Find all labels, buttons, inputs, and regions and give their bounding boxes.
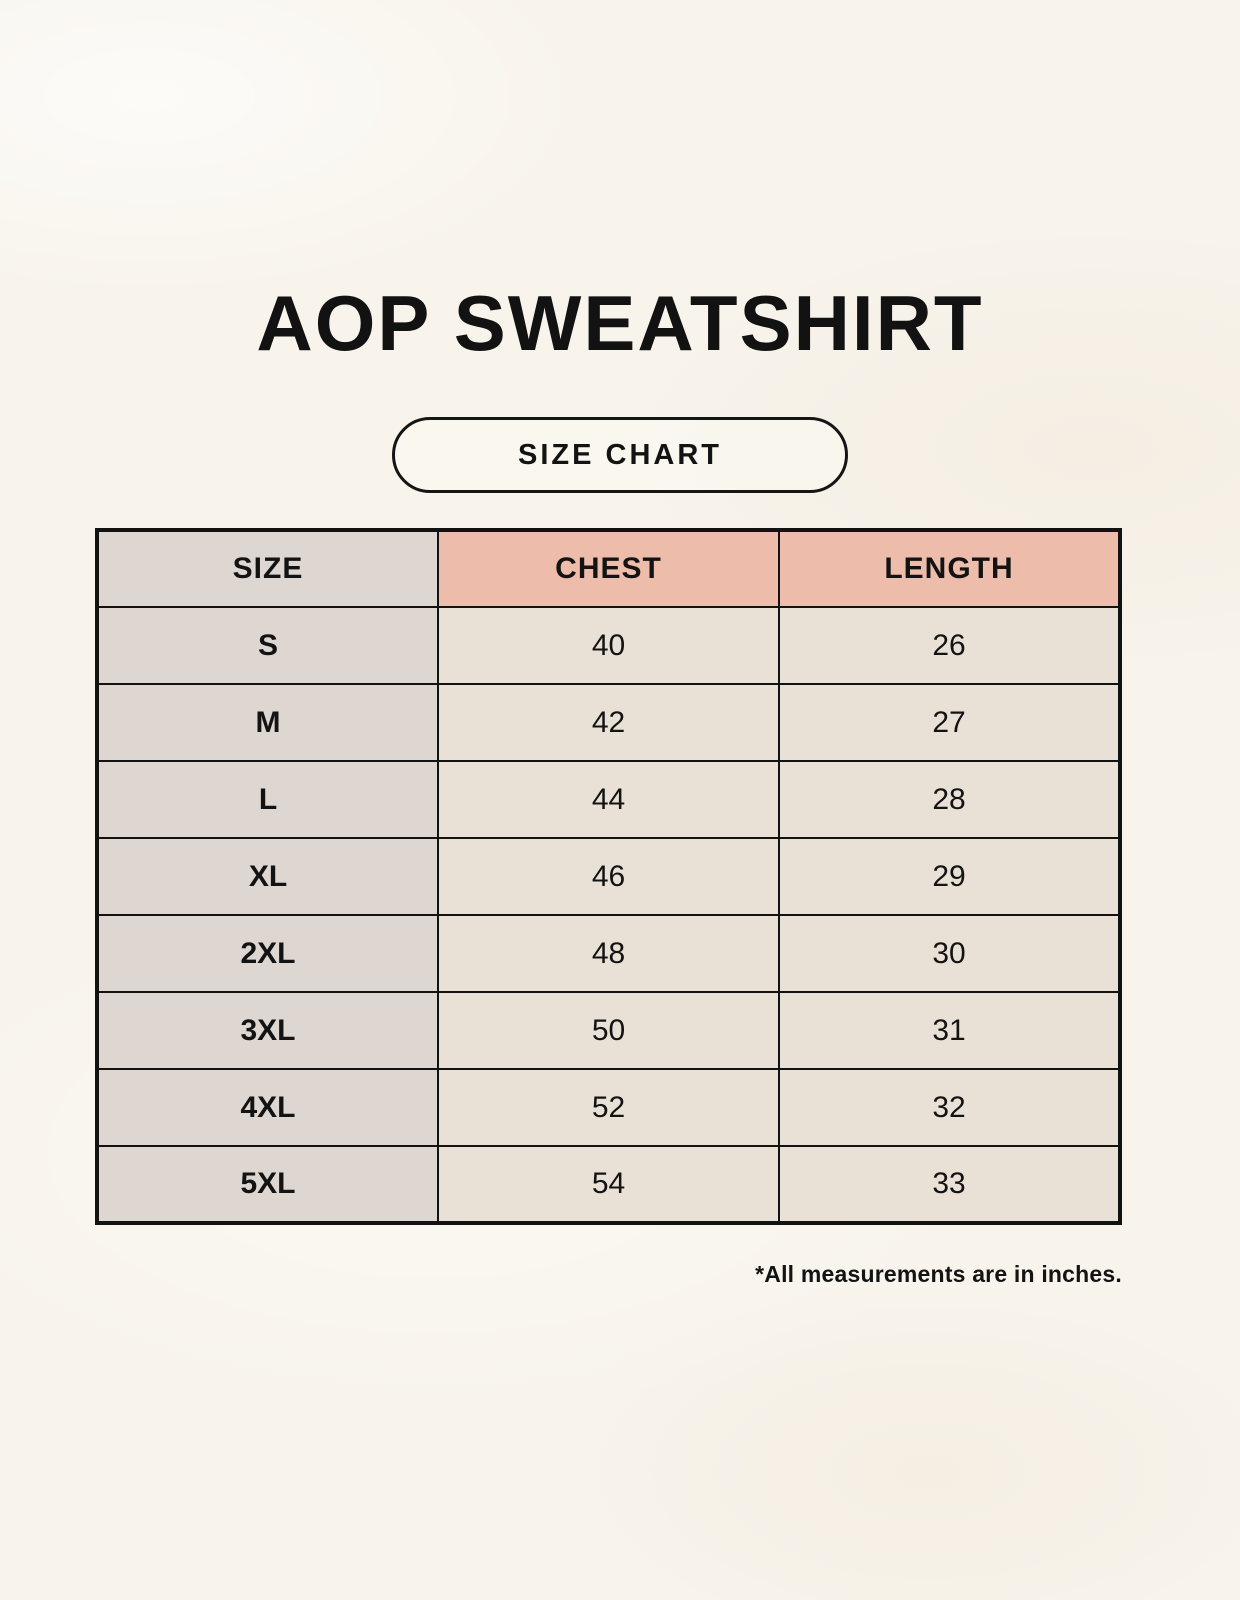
table-row: M 42 27 bbox=[96, 683, 1121, 762]
size-cell: 4XL bbox=[96, 1068, 439, 1147]
header-row: SIZE CHEST LENGTH bbox=[96, 529, 1121, 608]
size-cell: 3XL bbox=[96, 991, 439, 1070]
length-cell: 32 bbox=[778, 1068, 1121, 1147]
length-cell: 29 bbox=[778, 837, 1121, 916]
chest-cell: 46 bbox=[437, 837, 780, 916]
size-cell: M bbox=[96, 683, 439, 762]
size-chart-badge: SIZE CHART bbox=[392, 417, 848, 493]
chest-cell: 52 bbox=[437, 1068, 780, 1147]
chest-cell: 44 bbox=[437, 760, 780, 839]
size-cell: S bbox=[96, 606, 439, 685]
column-header-length: LENGTH bbox=[778, 529, 1121, 608]
size-chart-badge-label: SIZE CHART bbox=[518, 438, 722, 471]
table-row: 5XL 54 33 bbox=[96, 1145, 1121, 1224]
length-cell: 27 bbox=[778, 683, 1121, 762]
length-cell: 28 bbox=[778, 760, 1121, 839]
length-cell: 31 bbox=[778, 991, 1121, 1070]
size-table-header: SIZE CHEST LENGTH bbox=[96, 529, 1121, 608]
column-header-size: SIZE bbox=[96, 529, 439, 608]
length-cell: 30 bbox=[778, 914, 1121, 993]
chest-cell: 42 bbox=[437, 683, 780, 762]
size-cell: 2XL bbox=[96, 914, 439, 993]
size-table: SIZE CHEST LENGTH S 40 26 M 42 27 L 44 28 XL 46 29 2… bbox=[95, 528, 1122, 1225]
measurement-note: *All measurements are in inches. bbox=[755, 1261, 1122, 1287]
length-cell: 33 bbox=[778, 1145, 1121, 1224]
size-table-body: S 40 26 M 42 27 L 44 28 XL 46 29 2XL 48 30 3XL 50 31 4XL 52… bbox=[96, 606, 1121, 1224]
length-cell: 26 bbox=[778, 606, 1121, 685]
table-row: 4XL 52 32 bbox=[96, 1068, 1121, 1147]
table-row: XL 46 29 bbox=[96, 837, 1121, 916]
table-row: L 44 28 bbox=[96, 760, 1121, 839]
chest-cell: 40 bbox=[437, 606, 780, 685]
chest-cell: 54 bbox=[437, 1145, 780, 1224]
size-cell: XL bbox=[96, 837, 439, 916]
size-cell: 5XL bbox=[96, 1145, 439, 1224]
table-row: 2XL 48 30 bbox=[96, 914, 1121, 993]
size-cell: L bbox=[96, 760, 439, 839]
column-header-chest: CHEST bbox=[437, 529, 780, 608]
table-row: 3XL 50 31 bbox=[96, 991, 1121, 1070]
chest-cell: 48 bbox=[437, 914, 780, 993]
page-title: AOP SWEATSHIRT bbox=[256, 279, 984, 367]
table-row: S 40 26 bbox=[96, 606, 1121, 685]
chest-cell: 50 bbox=[437, 991, 780, 1070]
